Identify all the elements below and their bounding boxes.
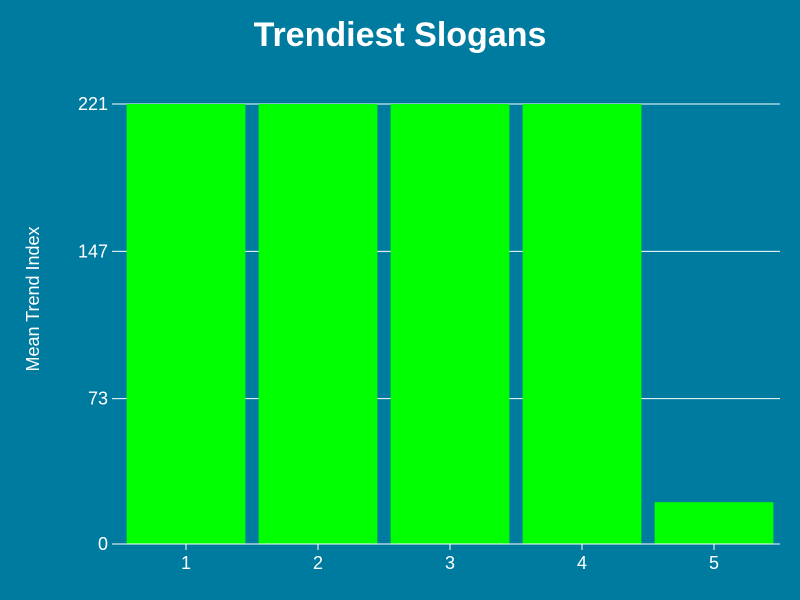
y-axis-label: Mean Trend Index bbox=[23, 226, 43, 371]
bar-1 bbox=[126, 104, 246, 544]
bar-2 bbox=[258, 104, 378, 544]
bar-4 bbox=[522, 104, 642, 544]
x-tick-label: 2 bbox=[313, 553, 323, 573]
axes bbox=[112, 103, 780, 550]
x-tick-label: 3 bbox=[445, 553, 455, 573]
y-tick-label: 147 bbox=[78, 241, 108, 261]
bar-5 bbox=[654, 502, 774, 544]
chart-title: Trendiest Slogans bbox=[254, 16, 547, 54]
x-tick-labels: 1 2 3 4 5 bbox=[181, 553, 719, 573]
x-tick-label: 4 bbox=[577, 553, 587, 573]
x-tick-label: 5 bbox=[709, 553, 719, 573]
y-tick-label: 221 bbox=[78, 94, 108, 114]
x-tick-label: 1 bbox=[181, 553, 191, 573]
y-tick-label: 73 bbox=[88, 389, 108, 409]
bars bbox=[126, 104, 774, 544]
bar-3 bbox=[390, 104, 510, 544]
y-tick-labels: 0 73 147 221 bbox=[78, 94, 108, 554]
y-tick-label: 0 bbox=[98, 534, 108, 554]
